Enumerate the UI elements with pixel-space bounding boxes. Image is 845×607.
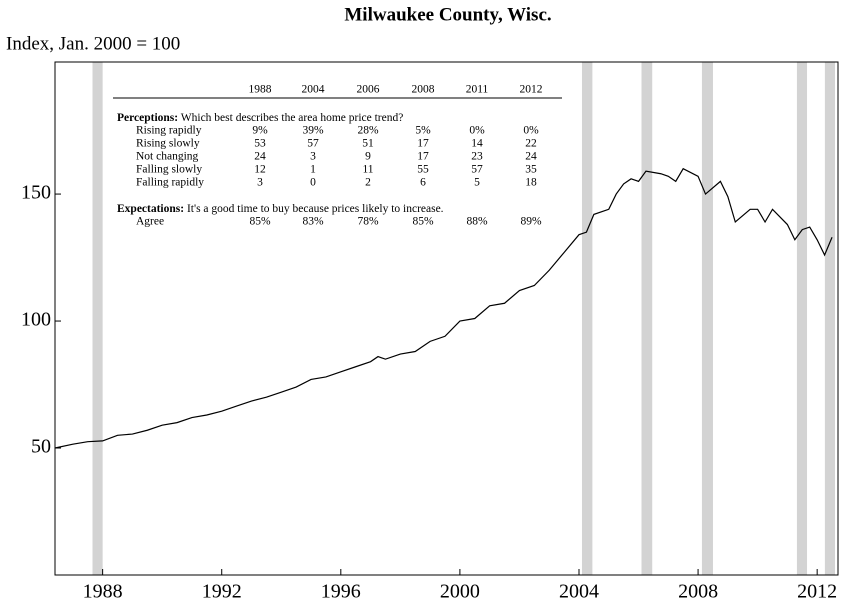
survey-band [824, 62, 836, 575]
y-tick-label: 50 [31, 436, 51, 458]
table-cell: 83% [302, 216, 324, 228]
y-axis-label: Index, Jan. 2000 = 100 [6, 33, 180, 54]
chart-title: Milwaukee County, Wisc. [344, 4, 551, 25]
row-label: Falling slowly [136, 164, 202, 176]
y-tick-label: 100 [21, 309, 51, 331]
table-cell: 17 [417, 138, 429, 150]
table-cell: 3 [310, 151, 316, 163]
table-cell: 24 [254, 151, 266, 163]
x-tick-label: 1988 [83, 581, 123, 603]
table-cell: 14 [471, 138, 483, 150]
table-cell: 3 [257, 177, 263, 189]
table-cell: 18 [525, 177, 537, 189]
x-tick-label: 2008 [678, 581, 718, 603]
survey-band [796, 62, 808, 575]
table-column-header: 2008 [412, 84, 435, 96]
section-heading: Perceptions: Which best describes the ar… [117, 112, 403, 124]
plot-frame [54, 61, 839, 576]
table-cell: 12 [254, 164, 266, 176]
table-cell: 39% [302, 125, 324, 137]
survey-band [641, 62, 653, 575]
index-line [54, 167, 833, 449]
table-cell: 57 [471, 164, 483, 176]
table-cell: 53 [254, 138, 266, 150]
table-cell: 51 [362, 138, 374, 150]
x-tick-label: 2012 [797, 581, 837, 603]
survey-band [92, 62, 103, 575]
y-tick-label: 150 [21, 182, 51, 204]
table-column-header: 2006 [357, 84, 380, 96]
section-heading-label: Expectations: [117, 203, 184, 215]
table-cell: 85% [412, 216, 434, 228]
table-cell: 9% [252, 125, 268, 137]
row-label: Not changing [136, 151, 199, 163]
table-cell: 85% [249, 216, 271, 228]
table-cell: 2 [365, 177, 371, 189]
table-column-header: 1988 [249, 84, 272, 96]
table-cell: 78% [357, 216, 379, 228]
x-tick-label: 1992 [202, 581, 242, 603]
section-heading: Expectations: It's a good time to buy be… [117, 203, 444, 215]
table-cell: 0% [469, 125, 485, 137]
table-cell: 5 [474, 177, 480, 189]
table-cell: 1 [310, 164, 316, 176]
table-column-header: 2011 [466, 84, 489, 96]
section-heading-label: Perceptions: [117, 112, 178, 124]
table-cell: 57 [307, 138, 319, 150]
table-cell: 35 [525, 164, 537, 176]
section-question: It's a good time to buy because prices l… [187, 203, 444, 215]
table-cell: 28% [357, 125, 379, 137]
section-question: Which best describes the area home price… [181, 112, 404, 124]
table-cell: 24 [525, 151, 537, 163]
row-label: Falling rapidly [136, 177, 204, 189]
table-cell: 17 [417, 151, 429, 163]
table-cell: 11 [362, 164, 373, 176]
table-cell: 88% [466, 216, 488, 228]
row-label: Rising slowly [136, 138, 200, 150]
x-tick-label: 2004 [559, 581, 599, 603]
table-column-header: 2004 [302, 84, 325, 96]
survey-band [581, 62, 593, 575]
table-cell: 0 [310, 177, 316, 189]
row-label: Rising rapidly [136, 125, 202, 137]
survey-band [701, 62, 713, 575]
x-tick-label: 1996 [321, 581, 361, 603]
table-cell: 5% [415, 125, 431, 137]
table-cell: 9 [365, 151, 371, 163]
x-tick-label: 2000 [440, 581, 480, 603]
table-column-header: 2012 [520, 84, 543, 96]
row-label: Agree [136, 216, 164, 228]
table-cell: 23 [471, 151, 483, 163]
table-cell: 55 [417, 164, 429, 176]
table-cell: 0% [523, 125, 539, 137]
table-cell: 6 [420, 177, 426, 189]
table-cell: 22 [525, 138, 537, 150]
table-cell: 89% [520, 216, 542, 228]
